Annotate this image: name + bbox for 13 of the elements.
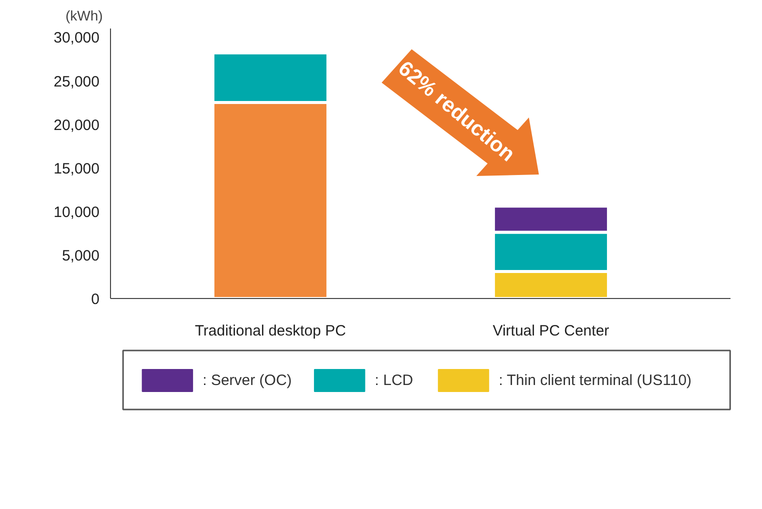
y-tick-label: 25,000 xyxy=(54,73,100,90)
legend-label: : Server (OC) xyxy=(202,372,292,389)
y-tick-label: 10,000 xyxy=(54,204,100,221)
legend-label: : Thin client terminal (US110) xyxy=(498,372,692,389)
legend-label: : LCD xyxy=(374,372,414,389)
x-tick-label: Traditional desktop PC xyxy=(194,322,346,340)
y-tick-label: 30,000 xyxy=(54,30,100,47)
y-tick-label: 0 xyxy=(91,291,100,308)
y-tick-label: 20,000 xyxy=(54,116,100,134)
x-tick-label: Virtual PC Center xyxy=(492,322,610,340)
y-tick-label: 15,000 xyxy=(54,160,100,178)
y-axis-title: (kWh) xyxy=(66,8,103,24)
y-tick-label: 5,000 xyxy=(62,247,100,264)
